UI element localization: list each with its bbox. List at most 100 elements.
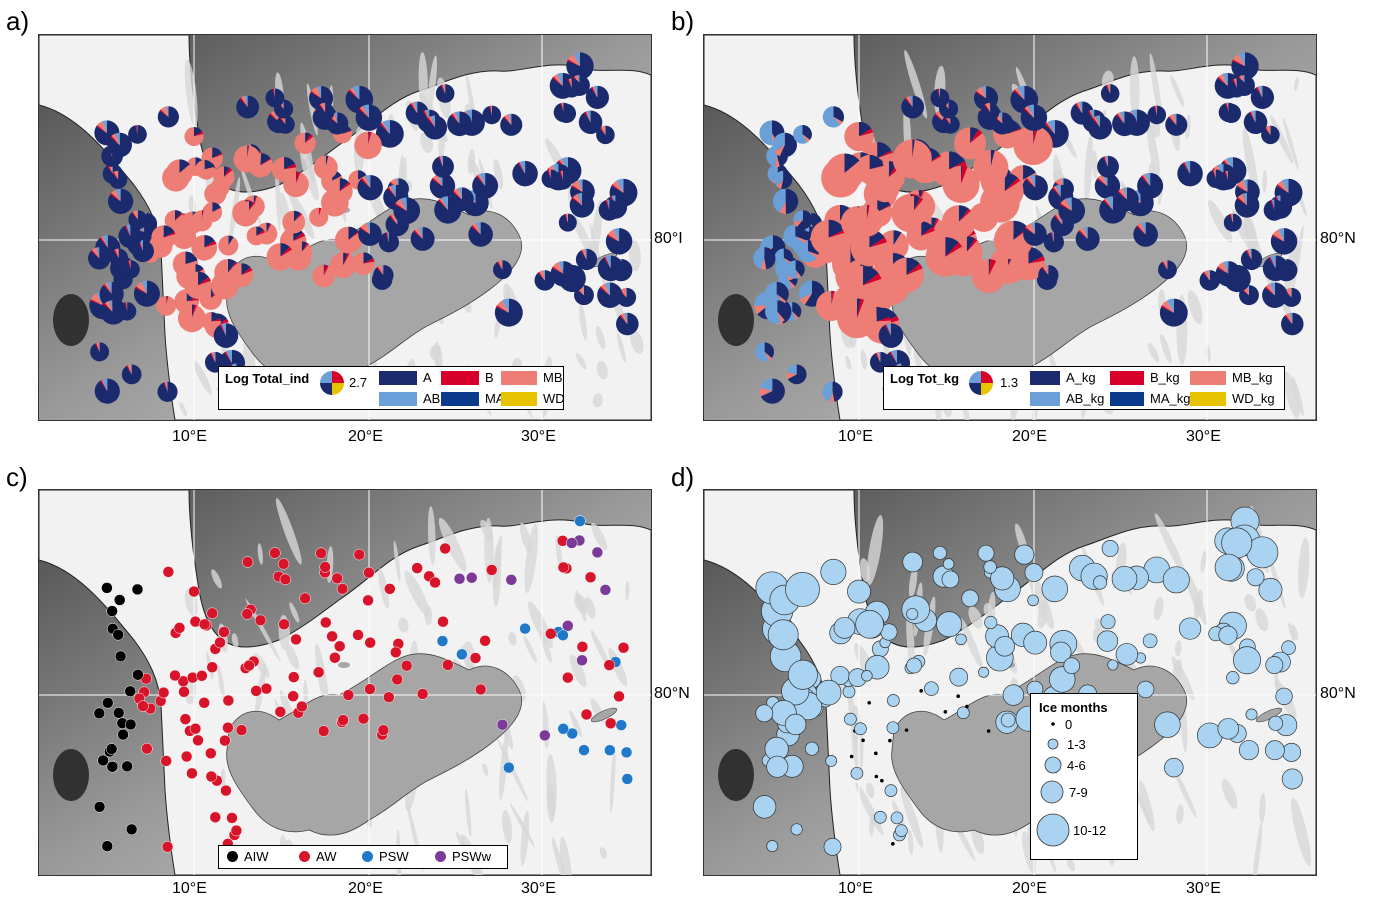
station-pie-b-150 (1165, 113, 1188, 136)
station-pie-a-63 (166, 159, 193, 187)
station-dot-c-164 (584, 571, 597, 584)
station-ice-d-68 (784, 713, 807, 736)
station-pie-a-130 (393, 197, 421, 225)
station-dot-c-124 (578, 744, 590, 756)
station-dot-c-50 (124, 685, 136, 698)
station-dot-c-103 (296, 700, 308, 713)
station-ice-d-19 (849, 754, 854, 759)
station-ice-d-105 (943, 710, 948, 714)
station-pie-b-65 (772, 132, 797, 158)
station-dot-c-54 (157, 686, 170, 699)
station-dot-c-51 (113, 707, 125, 719)
station-ice-d-85 (1000, 712, 1016, 728)
station-ice-d-162 (1154, 711, 1181, 738)
panel-c-letter: c) (6, 462, 28, 492)
station-pie-b-168 (1262, 282, 1288, 308)
station-pie-b-129 (1133, 222, 1158, 247)
station-pie-b-22 (822, 381, 843, 402)
station-pie-b-64 (753, 247, 776, 270)
station-dot-c-81 (391, 673, 404, 686)
station-pie-a-96 (334, 226, 362, 254)
station-pie-b-136 (1262, 255, 1289, 282)
station-dot-c-136 (604, 717, 617, 730)
station-pie-a-95 (229, 263, 254, 288)
station-pie-a-61 (195, 159, 214, 179)
station-pie-a-60 (100, 300, 124, 324)
panel-d-letter: d) (671, 462, 695, 492)
station-pie-a-68 (121, 260, 140, 279)
station-dot-c-1 (160, 755, 172, 767)
station-pie-a-24 (108, 188, 134, 214)
station-pie-b-114 (941, 205, 976, 240)
station-pie-a-167 (562, 78, 582, 98)
station-pie-a-106 (283, 171, 309, 198)
station-dot-c-72 (336, 583, 349, 595)
station-dot-c-59 (196, 670, 208, 682)
station-dot-c-90 (357, 712, 370, 725)
station-pie-a-62 (184, 126, 204, 147)
station-pie-b-121 (1075, 226, 1100, 251)
station-ice-d-99 (942, 558, 955, 570)
station-dot-c-79 (329, 651, 341, 664)
station-ice-d-135 (1226, 671, 1240, 685)
station-pie-a-164 (578, 110, 603, 135)
station-pie-b-57 (850, 229, 888, 267)
legend-c-item-aw: AW (299, 849, 336, 864)
station-pie-b-98 (1020, 104, 1048, 131)
legend-a-item-ma: MA (441, 391, 505, 406)
station-pie-a-112 (326, 178, 353, 205)
station-dot-c-106 (290, 633, 302, 646)
station-pie-b-130 (1058, 197, 1086, 225)
legend-d-item-1-3: 1-3 (1043, 736, 1086, 752)
station-dot-c-153 (580, 708, 593, 721)
station-pie-a-154 (432, 155, 454, 178)
station-pie-a-50 (118, 224, 143, 249)
legend-d-item-4-6: 4-6 (1039, 754, 1086, 776)
station-ice-d-163 (1233, 646, 1262, 675)
station-pie-b-155 (1261, 125, 1280, 145)
station-dot-c-62 (188, 585, 200, 598)
station-pie-a-76 (326, 112, 349, 135)
legend-c-item-psw: PSW (362, 849, 409, 864)
station-pie-a-53 (99, 281, 124, 307)
station-pie-a-109 (233, 145, 261, 173)
station-pie-a-102 (246, 226, 266, 246)
station-dot-c-98 (363, 566, 375, 579)
station-pie-b-106 (942, 165, 980, 203)
station-pie-a-151 (447, 111, 472, 137)
station-pie-b-140 (1147, 105, 1167, 125)
station-pie-b-89 (1013, 125, 1053, 166)
station-ice-d-37 (854, 722, 867, 736)
station-dot-c-141 (621, 773, 634, 785)
station-dot-c-28 (169, 669, 181, 682)
station-ice-d-118 (983, 560, 997, 574)
station-pie-a-136 (597, 255, 624, 282)
station-pie-a-135 (558, 213, 577, 232)
station-dot-c-112 (333, 640, 346, 653)
station-pie-b-163 (1234, 192, 1260, 218)
legend-a-item-a: A (379, 370, 432, 385)
station-ice-d-32 (767, 619, 799, 651)
station-dot-c-52 (186, 767, 198, 780)
station-pie-b-160 (1137, 172, 1164, 199)
station-dot-c-94 (254, 614, 267, 627)
station-pie-a-49 (213, 323, 239, 348)
station-ice-d-107 (986, 729, 991, 733)
legend-a-item-ab: AB (379, 391, 440, 406)
station-dot-c-144 (545, 627, 557, 640)
tick-d-30: 30°E (1186, 880, 1221, 897)
station-pie-a-126 (566, 52, 594, 80)
station-pie-a-114 (282, 210, 306, 234)
station-pie-b-152 (1263, 199, 1285, 221)
station-pie-b-126 (1231, 52, 1259, 80)
station-pie-a-0 (133, 280, 160, 307)
station-pie-b-141 (1281, 312, 1304, 336)
station-ice-d-21 (890, 811, 904, 825)
station-pie-a-150 (500, 113, 523, 136)
station-ice-d-89 (1027, 594, 1039, 607)
legend-b-item-wd: WD_kg (1190, 391, 1275, 406)
station-dot-c-150 (505, 574, 518, 586)
station-dot-c-15 (179, 713, 192, 725)
station-pie-a-39 (213, 166, 235, 188)
station-dot-c-58 (93, 801, 106, 813)
